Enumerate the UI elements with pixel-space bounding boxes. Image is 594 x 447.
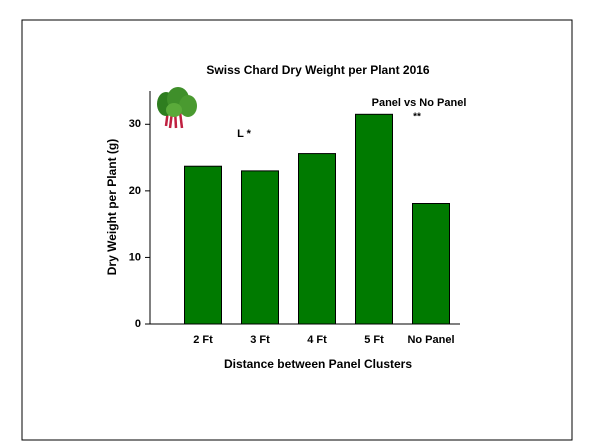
bar bbox=[241, 170, 279, 325]
x-tick-label: 3 Ft bbox=[250, 334, 270, 346]
y-tick-label: 10 bbox=[129, 251, 141, 263]
y-tick-label: 0 bbox=[135, 318, 141, 330]
bar bbox=[355, 113, 393, 325]
slide-border bbox=[21, 19, 573, 441]
annotation: L * bbox=[237, 128, 252, 140]
annotation: ** bbox=[413, 112, 421, 123]
chard-illustration bbox=[157, 87, 197, 129]
bar bbox=[184, 165, 222, 325]
x-tick-label: 4 Ft bbox=[307, 334, 327, 346]
annotation: Panel vs No Panel bbox=[372, 97, 467, 109]
x-tick-label: 2 Ft bbox=[193, 334, 213, 346]
x-tick-label: No Panel bbox=[407, 334, 454, 346]
y-tick-label: 20 bbox=[129, 185, 141, 197]
x-axis-label: Distance between Panel Clusters bbox=[224, 357, 412, 371]
chart-title: Swiss Chard Dry Weight per Plant 2016 bbox=[206, 63, 430, 77]
x-tick-label: 5 Ft bbox=[364, 334, 384, 346]
bar bbox=[298, 153, 336, 325]
bar bbox=[412, 203, 450, 325]
y-axis-label: Dry Weight per Plant (g) bbox=[105, 139, 119, 275]
y-tick-label: 30 bbox=[129, 118, 141, 130]
